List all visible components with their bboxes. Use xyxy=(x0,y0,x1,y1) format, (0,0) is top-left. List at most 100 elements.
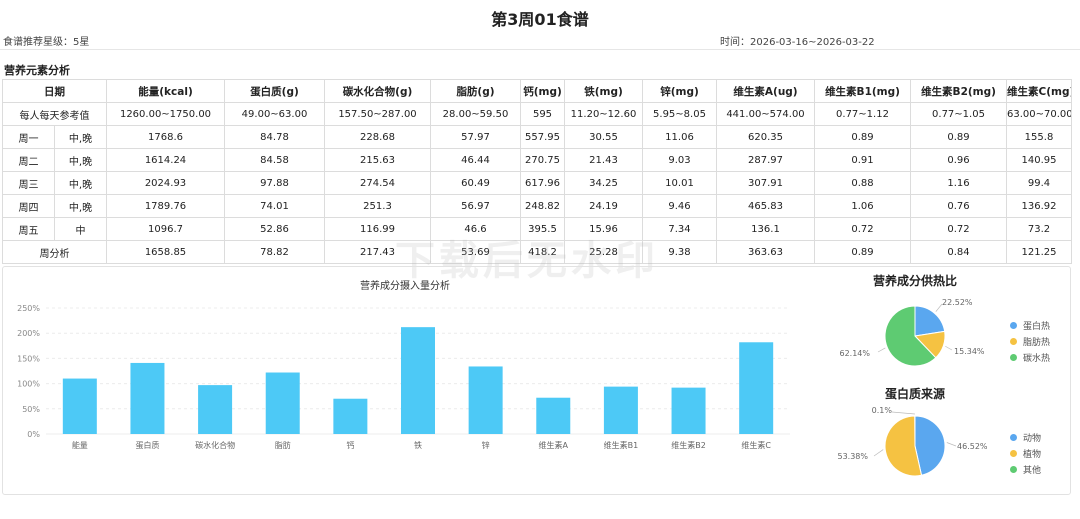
legend-dot xyxy=(1010,449,1017,457)
table-cell: 28.00~59.50 xyxy=(430,102,521,126)
table-cell: 24.19 xyxy=(564,194,643,218)
table-cell: 136.1 xyxy=(716,217,815,241)
x-tick-label: 碳水化合物 xyxy=(195,440,235,450)
header-divider xyxy=(0,49,1080,50)
pie-legend: 动物 植物 其他 xyxy=(1010,429,1041,477)
pie-slice xyxy=(884,305,937,367)
pie-slice xyxy=(914,305,946,337)
table-cell: 0.96 xyxy=(910,148,1007,172)
bar xyxy=(198,385,233,434)
table-cell: 97.88 xyxy=(224,171,325,195)
bar xyxy=(603,386,638,434)
reference-row: 每人每天参考值 1260.00~1750.00 49.00~63.00 157.… xyxy=(2,102,1072,126)
bar xyxy=(401,327,435,434)
table-cell: 270.75 xyxy=(520,148,565,172)
table-header-row: 日期 能量(kcal) 蛋白质(g) 碳水化合物(g) 脂肪(g) 钙(mg) … xyxy=(2,79,1072,103)
slice-leader xyxy=(935,303,943,312)
table-cell: 217.43 xyxy=(324,240,431,264)
bar xyxy=(130,362,165,434)
table-cell: 418.2 xyxy=(520,240,565,264)
legend-dot xyxy=(1010,353,1017,361)
table-row: 周二 中,晚 1614.24 84.58 215.63 46.44 270.75… xyxy=(2,148,1072,172)
recipe-star-rating: 食谱推荐星级：5星 xyxy=(3,37,90,48)
table-cell: 251.3 xyxy=(324,194,431,218)
legend-item: 蛋白热 xyxy=(1010,317,1050,333)
x-tick-label: 蛋白质 xyxy=(135,440,159,450)
table-cell: 0.72 xyxy=(910,217,1007,241)
pie-chart-protein: 46.52% 53.38% 0.1% xyxy=(837,406,988,477)
meal-cell: 中 xyxy=(54,217,107,241)
bar xyxy=(333,398,368,434)
table-cell: 0.77~1.05 xyxy=(910,102,1007,126)
pie-chart-energy: 22.52% 15.34% 62.14% xyxy=(839,298,985,367)
column-header: 脂肪(g) xyxy=(430,79,521,103)
column-header: 维生素B2(mg) xyxy=(910,79,1007,103)
table-cell: 395.5 xyxy=(520,217,565,241)
table-cell: 78.82 xyxy=(224,240,325,264)
table-cell: 1096.7 xyxy=(106,217,225,241)
column-header: 维生素B1(mg) xyxy=(814,79,911,103)
pie-legend: 蛋白热 脂肪热 碳水热 xyxy=(1010,317,1050,365)
table-cell: 1.16 xyxy=(910,171,1007,195)
day-cell: 周一 xyxy=(2,125,55,149)
legend-label: 蛋白热 xyxy=(1023,321,1051,332)
x-tick-label: 钙 xyxy=(346,440,354,450)
bar xyxy=(265,372,300,434)
table-cell: 49.00~63.00 xyxy=(224,102,325,126)
x-tick-label: 维生素C xyxy=(741,440,771,450)
bar xyxy=(739,342,774,434)
pie-chart-title: 营养成分供热比 xyxy=(872,274,957,288)
summary-row: 周分析 1658.85 78.82 217.43 53.69 418.2 25.… xyxy=(2,240,1072,264)
day-cell: 周三 xyxy=(2,171,55,195)
date-range: 时间：2026-03-16~2026-03-22 xyxy=(720,37,875,48)
y-tick-label: 150% xyxy=(17,354,40,363)
table-cell: 0.88 xyxy=(814,171,911,195)
table-cell: 74.01 xyxy=(224,194,325,218)
report-header: 第3周01食谱 食谱推荐星级：5星 时间：2026-03-16~2026-03-… xyxy=(0,0,1080,50)
table-cell: 21.43 xyxy=(564,148,643,172)
table-cell: 465.83 xyxy=(716,194,815,218)
table-cell: 11.20~12.60 xyxy=(564,102,643,126)
table-cell: 1.06 xyxy=(814,194,911,218)
slice-leader xyxy=(945,345,953,351)
legend-label: 动物 xyxy=(1023,433,1042,444)
table-cell: 99.4 xyxy=(1006,171,1072,195)
legend-dot xyxy=(1010,321,1017,329)
table-cell: 0.89 xyxy=(814,125,911,149)
meal-cell: 中,晚 xyxy=(54,171,107,195)
table-cell: 11.06 xyxy=(642,125,717,149)
x-tick-label: 脂肪 xyxy=(275,440,291,450)
y-tick-label: 0% xyxy=(27,430,40,439)
table-row: 周三 中,晚 2024.93 97.88 274.54 60.49 617.96… xyxy=(2,171,1072,195)
table-cell: 46.44 xyxy=(430,148,521,172)
slice-leader xyxy=(877,347,886,353)
charts-panel xyxy=(2,266,1071,495)
page-title: 第3周01食谱 xyxy=(491,10,589,29)
table-cell: 0.77~1.12 xyxy=(814,102,911,126)
table-cell: 7.34 xyxy=(642,217,717,241)
column-header: 碳水化合物(g) xyxy=(324,79,431,103)
column-header: 锌(mg) xyxy=(642,79,717,103)
table-cell: 363.63 xyxy=(716,240,815,264)
table-cell: 9.46 xyxy=(642,194,717,218)
table-cell: 25.28 xyxy=(564,240,643,264)
slice-value-label: 46.52% xyxy=(957,442,988,451)
table-cell: 1658.85 xyxy=(106,240,225,264)
slice-leader xyxy=(891,411,915,415)
legend-dot xyxy=(1010,465,1017,473)
x-tick-label: 维生素A xyxy=(539,440,569,450)
y-tick-label: 250% xyxy=(17,304,40,313)
slice-value-label: 62.14% xyxy=(839,349,870,358)
table-cell: 73.2 xyxy=(1006,217,1072,241)
meal-cell: 中,晚 xyxy=(54,194,107,218)
table-cell: 215.63 xyxy=(324,148,431,172)
table-row: 周四 中,晚 1789.76 74.01 251.3 56.97 248.82 … xyxy=(2,194,1072,218)
table-cell: 121.25 xyxy=(1006,240,1072,264)
bar xyxy=(468,366,503,434)
table-cell: 1789.76 xyxy=(106,194,225,218)
column-header-date: 日期 xyxy=(2,79,107,103)
table-cell: 136.92 xyxy=(1006,194,1072,218)
x-tick-label: 铁 xyxy=(414,440,422,450)
table-cell: 2024.93 xyxy=(106,171,225,195)
slice-leader xyxy=(873,449,884,457)
